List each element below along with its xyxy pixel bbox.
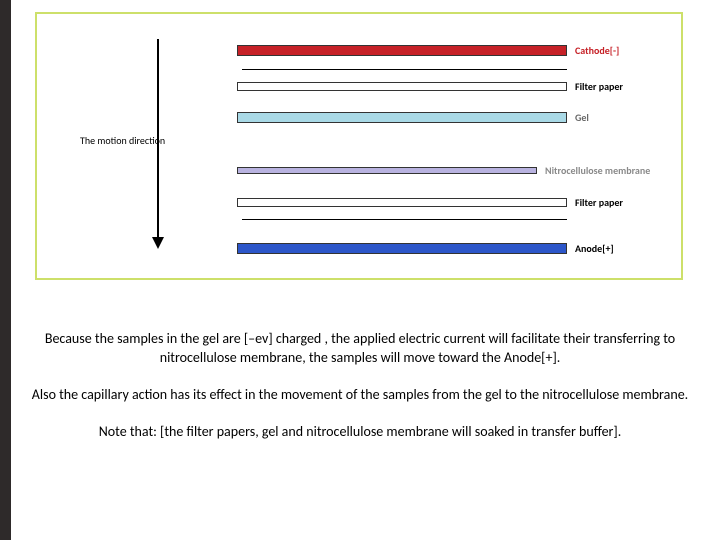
diagram-frame: The motion direction Cathode[-] Filter pa… [35,12,683,280]
caption-paragraph-1: Because the samples in the gel are [–ev]… [12,330,708,368]
layer-bar-anode [237,243,567,254]
divider-line [242,219,567,220]
layer-bar-nitro [237,167,537,174]
layer-filter-bot: Filter paper [237,196,623,209]
caption-block: Because the samples in the gel are [–ev]… [12,330,708,442]
layer-bar-cathode [237,45,567,56]
layer-filter-top: Filter paper [237,80,623,93]
arrow-label: The motion direction [80,134,200,147]
layer-filter-top-line [242,69,567,70]
layer-cathode: Cathode[-] [237,44,619,57]
layer-gel: Gel [237,111,589,124]
caption-paragraph-2: Also the capillary action has its effect… [12,386,708,405]
accent-bar [0,0,11,540]
layer-label-gel: Gel [575,111,589,124]
layer-label-filter-bot: Filter paper [575,196,623,209]
layer-anode: Anode[+] [237,242,614,255]
layer-bar-gel [237,112,567,123]
layer-nitro: Nitrocellulose membrane [237,164,650,177]
caption-paragraph-3: Note that: [the filter papers, gel and n… [12,423,708,442]
layer-bar-filter-top [237,82,567,91]
layer-label-cathode: Cathode[-] [575,44,619,57]
arrow-shaft [157,39,159,237]
layer-filter-bot-line [242,219,567,220]
layer-label-filter-top: Filter paper [575,80,623,93]
layer-bar-filter-bot [237,198,567,207]
motion-arrow-icon [157,39,159,249]
layer-label-anode: Anode[+] [575,242,614,255]
arrow-head-icon [152,237,164,249]
layer-label-nitro: Nitrocellulose membrane [545,164,650,177]
divider-line [242,69,567,70]
